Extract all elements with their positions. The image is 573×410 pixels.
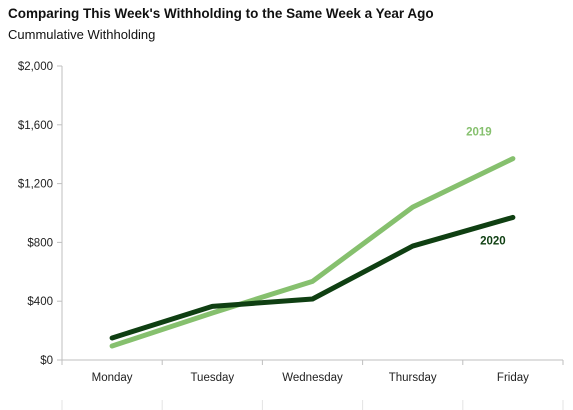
- series-line-2020: [109, 214, 516, 341]
- series-label-2020: 2020: [480, 235, 506, 247]
- x-tick-label: Friday: [497, 372, 529, 384]
- y-tick-label: $1,200: [18, 179, 53, 191]
- chart-subtitle: Cummulative Withholding: [8, 27, 156, 42]
- x-tick-label: Tuesday: [190, 372, 234, 384]
- y-tick-label: $400: [27, 296, 53, 308]
- x-tick-label: Monday: [92, 372, 133, 384]
- y-tick-label: $0: [40, 355, 53, 367]
- chart-title: Comparing This Week's Withholding to the…: [8, 6, 434, 21]
- series-label-2019: 2019: [466, 127, 492, 139]
- y-tick-label: $2,000: [18, 61, 53, 73]
- x-tick-label: Thursday: [389, 372, 437, 384]
- y-tick-label: $800: [27, 237, 53, 249]
- y-tick-label: $1,600: [18, 120, 53, 132]
- x-tick-label: Wednesday: [282, 372, 343, 384]
- series-line-2019: [109, 156, 516, 349]
